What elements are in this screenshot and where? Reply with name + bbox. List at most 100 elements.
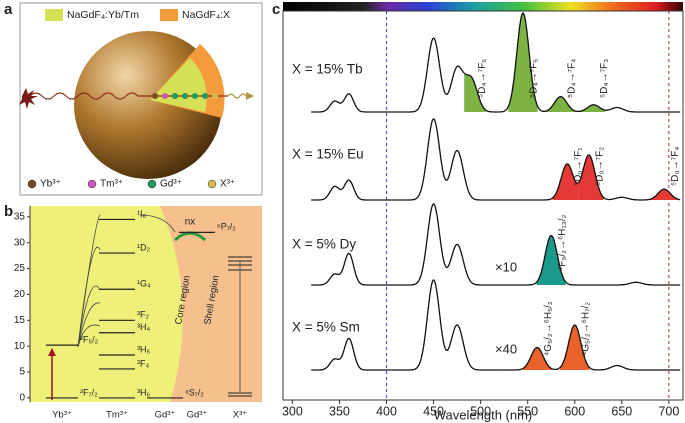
ion-legend-dot: [27, 179, 37, 189]
spectrum-segment: [311, 356, 343, 371]
spectrum-segment: [391, 279, 447, 371]
spectrum-segment: [341, 337, 392, 371]
x-tick-label: 700: [658, 404, 679, 418]
x-axis-title: Wavelength (nm): [434, 407, 533, 422]
spectrum-label: X = 15% Tb: [292, 62, 363, 77]
transition-label: ⁴G₅/₂→⁶H₇/₂: [580, 302, 591, 356]
y-tick-label: 35: [14, 211, 26, 222]
spectrum-segment: [595, 364, 681, 371]
legend-swatch: [45, 9, 63, 21]
spectrum-segment: [444, 149, 513, 201]
arrow-head: [246, 92, 254, 100]
level-label: ¹I₆: [137, 209, 146, 219]
spectrum-segment: [577, 154, 606, 200]
spectrum-segment: [497, 12, 543, 113]
ion-legend-dot: [207, 179, 217, 189]
spectrum-segment: [391, 203, 446, 286]
panel-c: c Wavelength (nm) 300 350 400 450 500 550 600 6…: [272, 1, 684, 422]
spectrum-segment: [555, 324, 597, 371]
arrow-head: [48, 348, 56, 356]
spectrum-segment: [444, 243, 505, 286]
peak-fill: [522, 347, 552, 370]
x-tick-label: 650: [611, 404, 632, 418]
excitation-star: [19, 88, 38, 109]
y-tick-label: 10: [14, 341, 26, 352]
spectrum-segment: [541, 96, 578, 113]
spectrum-segment: [311, 100, 343, 113]
spectrum-label: X = 5% Sm: [292, 320, 360, 335]
ion-label: Tm³⁺: [106, 410, 128, 421]
spectrum-segment: [391, 118, 446, 201]
transition-label: ⁵D₄→⁷F₄: [566, 59, 577, 98]
plot-frame: [282, 10, 684, 401]
spectrum-segment: [341, 93, 392, 113]
x-tick-label: 300: [282, 404, 303, 418]
ion-label: X³⁺: [233, 410, 248, 421]
transition-label: ⁵D₄→⁷F₃: [599, 59, 610, 98]
ion-legend-label: Yb³⁺: [40, 179, 61, 190]
y-tick-label: 20: [14, 289, 26, 300]
nx-label: nx: [185, 217, 196, 228]
spectrum-segment: [463, 72, 498, 113]
transition-label: ⁴F₉/₂→⁶H₁₃/₂: [557, 214, 568, 271]
ion-legend-dot: [87, 179, 97, 189]
level-label: ¹G₄: [137, 279, 151, 289]
level-label: ⁶P₇/₂: [217, 222, 236, 232]
peak-fill: [560, 325, 590, 370]
level-label: ²F₇/₂: [80, 387, 98, 397]
peak-fill: [649, 189, 679, 200]
transition-label: ⁵D₀→⁷F₁: [573, 147, 584, 186]
y-tick-label: 25: [14, 263, 26, 274]
ion-legend-dot: [147, 179, 157, 189]
transition-label: ⁵D₀→⁷F₄: [670, 147, 681, 186]
transfer-curves: [77, 214, 176, 348]
level-label: ³H₆: [137, 387, 150, 397]
panel-label: b: [4, 203, 13, 220]
ion-legend-label: Tm³⁺: [100, 179, 123, 190]
ion-dot: [182, 93, 188, 99]
peak-fill: [536, 235, 566, 285]
ion-legend-label: Gd³⁺: [160, 179, 182, 190]
peak-fill: [508, 13, 538, 112]
spectrum-segment: [444, 324, 498, 371]
x-tick-label: 450: [423, 404, 444, 418]
spectrum-segment: [512, 163, 579, 201]
panel-b: b 0 5 10 15 20 25 30 35 Yb³⁺ Tm³⁺ Gd³⁺ Gd³⁺ X³⁺ ²F₇/₂…: [4, 203, 262, 421]
ion-dot: [152, 93, 158, 99]
peak-fill: [578, 104, 606, 112]
level-label: ³H₅: [137, 344, 150, 354]
spectrum-segment: [311, 185, 343, 201]
y-tick-label: 5: [19, 367, 25, 378]
y-tick-label: 15: [14, 315, 26, 326]
spectrum-segment: [391, 37, 446, 113]
transition-label: ⁴G₅/₂→⁶H₅/₂: [543, 301, 554, 356]
energy-path: [29, 92, 228, 100]
ion-label: Gd³⁺: [155, 410, 176, 421]
core-background: [30, 206, 183, 402]
ion-dot: [202, 93, 208, 99]
emission-wave: [227, 93, 247, 99]
ion-label: Gd³⁺: [187, 410, 208, 421]
ion-dot: [212, 93, 218, 99]
transition-label: ⁵D₀→⁷F₂: [595, 147, 606, 186]
spectrum-segment: [605, 106, 681, 113]
level-label: ³H₄: [137, 322, 150, 332]
multiplier-label: ×40: [495, 341, 517, 356]
legend-label: NaGdF₄:Yb/Tm: [67, 9, 139, 21]
ion-label: Yb³⁺: [52, 410, 72, 421]
ion-legend-label: X³⁺: [220, 179, 235, 190]
y-tick-label: 0: [19, 393, 25, 404]
x-tick-label: 500: [470, 404, 491, 418]
spectrum-segment: [605, 196, 643, 201]
level-label: ³F₄: [137, 358, 149, 368]
spectrum-segment: [497, 346, 556, 371]
color-bar: [283, 2, 683, 11]
ion-dot: [172, 93, 178, 99]
spectrum-segment: [504, 234, 594, 286]
x-levels: [228, 256, 252, 397]
ion-dot: [192, 93, 198, 99]
level-label: ³F₂: [137, 310, 149, 320]
spectrum-segment: [444, 65, 465, 96]
spectrum-segment: [577, 104, 606, 113]
spectrum-segment: [593, 281, 681, 286]
